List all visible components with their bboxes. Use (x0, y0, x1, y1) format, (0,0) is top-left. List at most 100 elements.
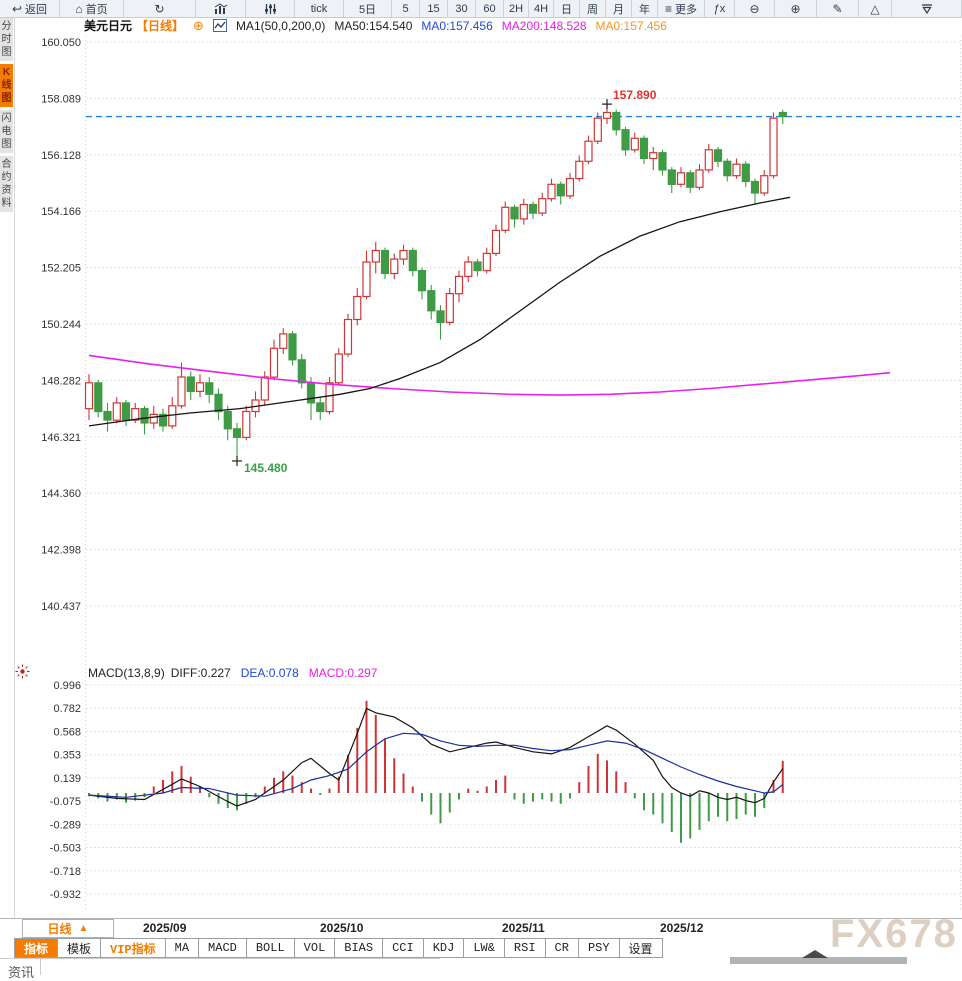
candle (279, 328, 288, 354)
tab-macd[interactable]: MACD (199, 938, 247, 958)
horizontal-scrollbar[interactable] (730, 957, 907, 964)
interval-tick-button[interactable]: tick (295, 0, 344, 17)
candle (84, 374, 94, 421)
candle (371, 241, 380, 274)
strip-vertical-divider (40, 958, 41, 975)
candle (445, 287, 454, 326)
refresh-button[interactable]: ↻ (124, 0, 196, 17)
add-compare-icon[interactable]: ⊕ (193, 17, 204, 33)
tab-psy[interactable]: PSY (578, 938, 620, 958)
draw-button[interactable]: ✎ (817, 0, 859, 17)
tab-lwr[interactable]: LW& (464, 938, 505, 958)
svg-text:148.282: 148.282 (41, 375, 81, 387)
parameters-button[interactable] (246, 0, 295, 17)
interval-year-button[interactable]: 年 (632, 0, 658, 17)
sidebar-item-time-chart[interactable]: 分时图 (0, 18, 13, 61)
interval-week-button[interactable]: 周 (580, 0, 606, 17)
triangle-icon: △ (870, 1, 880, 16)
candle (565, 172, 575, 199)
candle (464, 256, 473, 283)
interval-day-button[interactable]: 日 (554, 0, 580, 17)
strip-divider (0, 958, 440, 959)
interval-5-button[interactable]: 5 (392, 0, 420, 17)
tab-kdj[interactable]: KDJ (423, 938, 465, 958)
toolbar-button-label: 2H (508, 2, 524, 15)
svg-text:-0.503: -0.503 (50, 843, 81, 855)
interval-60-button[interactable]: 60 (476, 0, 504, 17)
tab-cr[interactable]: CR (545, 938, 579, 958)
more-button[interactable]: ≡ 更多 (658, 0, 705, 17)
fx-indicators-button[interactable]: ƒx (705, 0, 735, 17)
tab-ma[interactable]: MA (165, 938, 200, 958)
tab-indicator[interactable]: 指标 (14, 938, 59, 958)
tab-template[interactable]: 模板 (58, 938, 102, 958)
collapse-button[interactable] (892, 0, 962, 17)
zoom-out-button[interactable]: ⊖ (735, 0, 775, 17)
x-axis-label: 2025/09 (143, 921, 187, 935)
candle (140, 405, 149, 435)
chart-type-icon[interactable] (212, 19, 227, 32)
interval-30-button[interactable]: 30 (448, 0, 476, 17)
candle (214, 388, 223, 421)
toolbar-button-label: 30 (455, 2, 468, 15)
tab-boll[interactable]: BOLL (246, 938, 295, 958)
scrollbar-handle-icon[interactable] (802, 950, 828, 958)
shapes-button[interactable]: △ (859, 0, 892, 17)
candle (658, 149, 667, 176)
tab-cci[interactable]: CCI (383, 938, 424, 958)
candle (195, 374, 205, 398)
interval-4h-button[interactable]: 4H (529, 0, 554, 17)
x-axis-label: 2025/10 (320, 921, 364, 935)
toolbar-button-label: ƒx (713, 2, 726, 15)
interval-2h-button[interactable]: 2H (504, 0, 529, 17)
interval-month-button[interactable]: 月 (606, 0, 632, 17)
toolbar-button-label: 15 (427, 2, 440, 15)
candle (686, 170, 695, 193)
interval-15-button[interactable]: 15 (420, 0, 448, 17)
svg-text:156.128: 156.128 (41, 150, 81, 162)
svg-text:-0.932: -0.932 (50, 889, 81, 901)
toolbar-button-label: 5 (402, 2, 409, 15)
plot-area[interactable]: 160.050 158.089 156.128 154.166 152.205 150.2… (41, 36, 961, 910)
tab-vip-indicator[interactable]: VIP指标 (101, 938, 166, 958)
zoom-in-button[interactable]: ⊕ (775, 0, 817, 17)
candle (417, 267, 427, 300)
candle (750, 178, 760, 205)
back-button[interactable]: ↩ 返回 (0, 0, 60, 17)
sidebar-item-contract-info[interactable]: 合约资料 (0, 156, 13, 212)
toolbar-button-label: 返回 (25, 3, 48, 16)
toolbar-button-label: tick (310, 2, 328, 15)
svg-text:160.050: 160.050 (41, 37, 81, 49)
candle (528, 201, 538, 219)
candle (399, 244, 408, 265)
candle (288, 331, 297, 366)
candle (353, 287, 362, 326)
tab-settings[interactable]: 设置 (619, 938, 663, 958)
candle (232, 423, 242, 461)
svg-text:-0.718: -0.718 (50, 866, 81, 878)
period-selector[interactable]: 日线 ▲ (22, 919, 114, 938)
svg-text:158.089: 158.089 (41, 93, 81, 105)
toolbar-button-label: 日 (561, 3, 572, 16)
svg-text:0.782: 0.782 (53, 703, 81, 715)
tab-vol[interactable]: VOL (294, 938, 336, 958)
chart-style-button[interactable] (196, 0, 246, 17)
menu-icon: ≡ (664, 1, 672, 16)
ma-settings-label: MA1(50,0,200,0) (235, 18, 326, 33)
svg-text:0.139: 0.139 (53, 773, 81, 785)
toolbar-button-label: 更多 (675, 3, 697, 16)
indicator-settings-icon[interactable] (15, 664, 30, 684)
sliders-icon (264, 3, 277, 15)
tab-bias[interactable]: BIAS (335, 938, 384, 958)
sidebar-item-lightning-chart[interactable]: 闪电图 (0, 110, 13, 153)
interval-5d-button[interactable]: 5日 (344, 0, 392, 17)
candle (630, 132, 639, 153)
news-tab[interactable]: 资讯 (8, 965, 35, 980)
tab-rsi[interactable]: RSI (504, 938, 546, 958)
home-button[interactable]: ⌂ 首页 (60, 0, 124, 17)
candle (205, 377, 214, 403)
period-label: 【日线】 (136, 19, 185, 33)
svg-text:150.244: 150.244 (41, 319, 81, 331)
